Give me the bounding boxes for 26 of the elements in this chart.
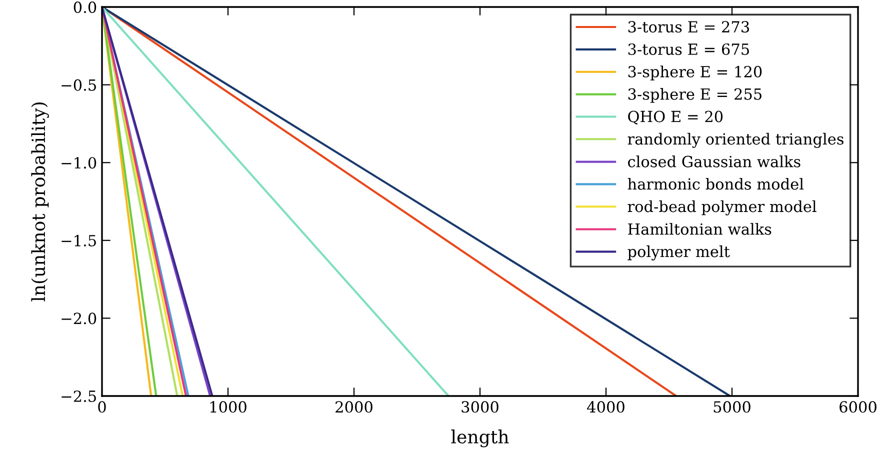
legend-label: 3-sphere E = 255 (628, 88, 762, 103)
x-axis-title: length (451, 430, 509, 448)
y-tick-label: −0.5 (62, 79, 96, 91)
y-tick-label: −2.0 (62, 312, 96, 324)
y-tick-label: −1.5 (62, 234, 96, 246)
y-tick-label: −2.5 (62, 390, 96, 402)
x-tick-label: 0 (98, 401, 106, 413)
x-tick-label: 6000 (840, 401, 876, 413)
legend-label: closed Gaussian walks (628, 156, 800, 168)
x-tick-label: 4000 (587, 401, 624, 413)
x-tick-label: 2000 (336, 401, 372, 413)
legend-label: 3-torus E = 675 (628, 43, 749, 55)
legend-label: harmonic bonds model (628, 178, 804, 190)
legend-label: QHO E = 20 (628, 110, 723, 125)
x-tick-label: 3000 (462, 401, 498, 413)
legend-label: rod-bead polymer model (628, 200, 816, 216)
y-axis-title: ln(unknot probability) (31, 102, 49, 302)
legend-label: Hamiltonian walks (628, 223, 772, 235)
legend-label: randomly oriented triangles (628, 132, 844, 148)
y-tick-label: −1.0 (62, 157, 96, 169)
legend-label: 3-torus E = 273 (628, 21, 749, 33)
legend-label: polymer melt (628, 245, 730, 260)
legend-label: 3-sphere E = 120 (628, 66, 762, 80)
x-tick-label: 5000 (714, 401, 750, 413)
y-tick-label: 0.0 (74, 1, 96, 14)
x-tick-label: 1000 (210, 401, 246, 413)
